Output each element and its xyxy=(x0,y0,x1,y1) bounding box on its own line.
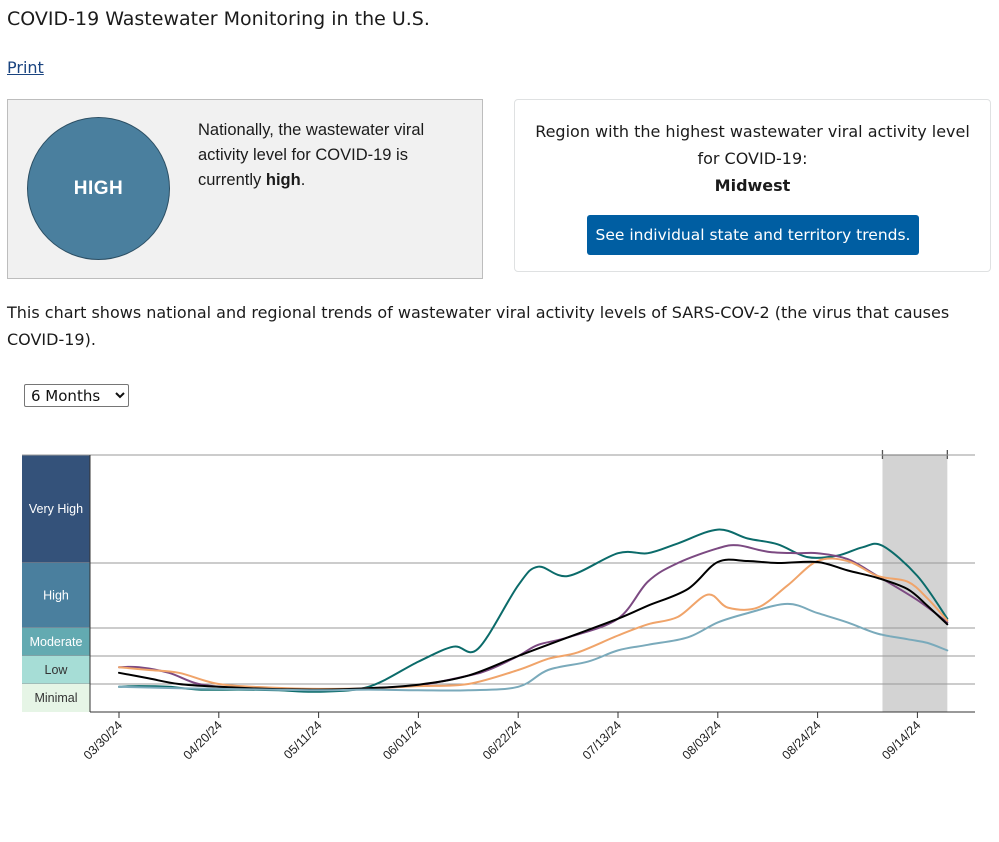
x-tick-label: 03/30/24 xyxy=(81,718,125,762)
x-tick-label: 08/24/24 xyxy=(779,718,823,762)
x-tick-label: 06/01/24 xyxy=(380,718,424,762)
page-title: COVID-19 Wastewater Monitoring in the U.… xyxy=(7,8,430,30)
highest-region-description: Region with the highest wastewater viral… xyxy=(535,122,970,168)
x-tick-label: 06/22/24 xyxy=(480,718,524,762)
series-line-2 xyxy=(118,544,949,691)
level-band-minimal xyxy=(22,684,90,712)
national-level-card: HIGH Nationally, the wastewater viral ac… xyxy=(7,99,483,279)
level-band-high xyxy=(22,563,90,628)
x-tick-label: 04/20/24 xyxy=(181,718,225,762)
series-line-3 xyxy=(118,557,949,690)
series-line-5 xyxy=(118,602,949,692)
time-range-select[interactable]: 6 Months xyxy=(24,384,129,407)
chart-description: This chart shows national and regional t… xyxy=(7,303,950,349)
national-text-level: high xyxy=(265,171,301,189)
highest-region-card: Region with the highest wastewater viral… xyxy=(514,99,991,272)
wastewater-trend-chart: Very High High Moderate Low Minimal 03/30/24 0… xyxy=(22,450,975,763)
x-tick-label: 09/14/24 xyxy=(879,718,923,762)
x-tick-label: 07/13/24 xyxy=(580,718,624,762)
national-level-badge: HIGH xyxy=(27,117,170,260)
highest-region-text: Region with the highest wastewater viral… xyxy=(515,118,990,199)
highest-region-name: Midwest xyxy=(714,176,791,195)
level-label-low: Low xyxy=(45,663,69,677)
level-band-low xyxy=(22,656,90,684)
series-line-4 xyxy=(118,558,949,691)
national-text-suffix: . xyxy=(300,171,306,189)
national-text-prefix: Nationally, the wastewater viral activit… xyxy=(198,121,425,189)
level-band-moderate xyxy=(22,628,90,656)
x-tick-label: 05/11/24 xyxy=(281,718,325,762)
level-band-very-high xyxy=(22,455,90,563)
level-label-high: High xyxy=(43,589,69,603)
level-label-minimal: Minimal xyxy=(34,691,77,705)
level-label-moderate: Moderate xyxy=(30,635,83,649)
national-level-text: Nationally, the wastewater viral activit… xyxy=(198,118,468,193)
x-tick-label: 08/03/24 xyxy=(680,718,724,762)
state-trends-button[interactable]: See individual state and territory trend… xyxy=(587,215,919,255)
print-link[interactable]: Print xyxy=(7,58,44,77)
national-level-badge-text: HIGH xyxy=(73,177,124,199)
level-label-very-high: Very High xyxy=(29,502,83,516)
